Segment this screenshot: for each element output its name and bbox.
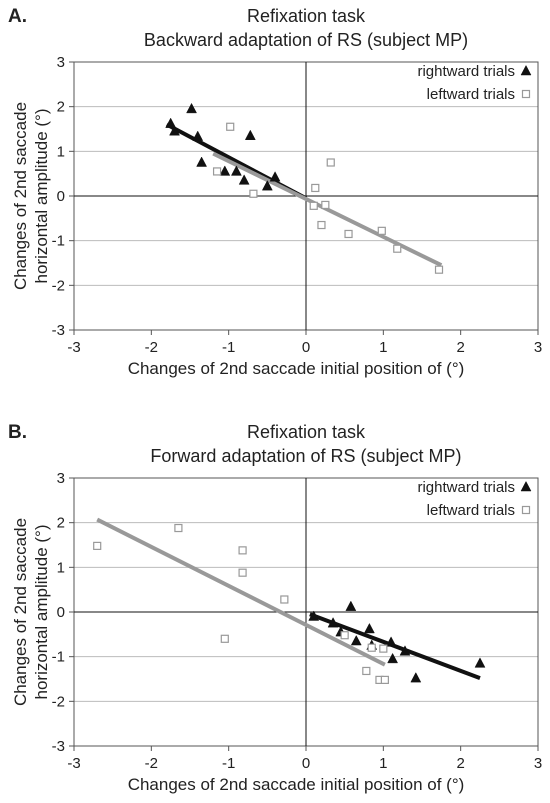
data-point-series-1 [326, 158, 335, 167]
y-tick-label: 0 [57, 188, 65, 205]
data-point-series-0 [165, 117, 177, 128]
y-axis-label-line2: horizontal amplitude (°) [32, 109, 51, 284]
y-axis-label-line1: Changes of 2nd saccade [11, 102, 30, 290]
y-tick-label: -2 [52, 693, 65, 710]
x-tick-label: 2 [456, 755, 464, 772]
y-tick-label: -3 [52, 322, 65, 339]
data-point-series-0 [169, 125, 180, 136]
data-point-series-0 [244, 129, 256, 140]
fit-line-series-1 [212, 151, 443, 268]
x-tick-label: 1 [379, 339, 387, 356]
data-point-series-0 [363, 622, 375, 634]
legend-label-series-0: rightward trials [417, 479, 515, 496]
data-point-series-0 [308, 610, 320, 621]
x-tick-label: 0 [302, 755, 310, 772]
data-point-series-0 [186, 102, 197, 114]
chart-title: Refixation task [247, 422, 366, 442]
data-point-series-0 [474, 657, 486, 668]
data-point-series-1 [380, 675, 389, 684]
legend-label-series-1: leftward trials [427, 502, 515, 519]
data-point-series-1 [238, 568, 247, 577]
legend-label-series-1: leftward trials [427, 86, 515, 103]
x-tick-label: -1 [222, 339, 235, 356]
x-tick-label: -3 [67, 755, 80, 772]
data-point-series-0 [192, 130, 204, 141]
data-point-series-0 [387, 652, 399, 664]
y-tick-label: -3 [52, 738, 65, 755]
data-point-series-0 [345, 600, 357, 611]
legend-marker-series-0 [520, 64, 532, 76]
data-point-series-1 [309, 201, 318, 210]
chart-subtitle: Forward adaptation of RS (subject MP) [150, 446, 461, 466]
y-tick-label: -1 [52, 233, 65, 250]
data-point-series-1 [226, 122, 235, 131]
x-axis-label: Changes of 2nd saccade initial position … [128, 775, 465, 794]
x-axis-label: Changes of 2nd saccade initial position … [128, 359, 465, 378]
y-tick-label: 1 [57, 559, 65, 576]
data-point-series-0 [196, 156, 208, 167]
x-tick-label: -3 [67, 339, 80, 356]
data-point-series-1 [367, 643, 376, 652]
y-tick-label: -2 [52, 277, 65, 294]
data-point-series-1 [379, 644, 388, 653]
data-point-series-1 [344, 229, 353, 239]
panel-a: A. Refixation task Backward adaptation of … [8, 6, 542, 378]
x-tick-label: -2 [145, 755, 158, 772]
data-point-series-1 [249, 189, 258, 198]
panel-label: B. [8, 422, 27, 443]
data-point-series-1 [280, 595, 289, 604]
data-point-series-0 [385, 636, 397, 647]
y-tick-label: 0 [57, 604, 65, 621]
data-point-series-1 [174, 523, 183, 533]
y-tick-label: -1 [52, 649, 65, 666]
x-tick-label: -1 [222, 755, 235, 772]
data-point-series-1 [317, 220, 326, 230]
y-tick-label: 2 [57, 515, 65, 532]
y-tick-label: 3 [57, 470, 65, 487]
data-point-series-1 [362, 666, 371, 676]
data-point-series-0 [399, 645, 411, 656]
data-point-series-1 [220, 634, 229, 643]
chart-title: Refixation task [247, 6, 366, 26]
x-tick-label: 0 [302, 339, 310, 356]
x-tick-label: -2 [145, 339, 158, 356]
data-point-series-0 [238, 174, 250, 185]
y-tick-label: 3 [57, 54, 65, 71]
fit-line-series-1 [96, 517, 386, 667]
y-tick-label: 1 [57, 143, 65, 160]
panel-label: A. [8, 6, 27, 27]
panel-b: B. Refixation task Forward adaptation of R… [8, 422, 542, 794]
data-point-series-0 [261, 180, 273, 191]
data-point-series-0 [410, 672, 422, 683]
chart-subtitle: Backward adaptation of RS (subject MP) [144, 30, 468, 50]
data-point-series-1 [93, 541, 102, 550]
data-point-series-1 [311, 183, 320, 193]
data-point-series-0 [269, 171, 281, 182]
data-point-series-1 [393, 244, 402, 253]
data-point-series-1 [321, 200, 330, 210]
y-axis-label-line1: Changes of 2nd saccade [11, 518, 30, 706]
legend-marker-series-1 [521, 505, 531, 515]
x-tick-label: 2 [456, 339, 464, 356]
x-tick-label: 3 [534, 755, 542, 772]
data-point-series-0 [219, 165, 231, 176]
legend-marker-series-1 [521, 89, 531, 99]
legend-marker-series-0 [520, 480, 532, 492]
data-point-series-0 [230, 165, 242, 176]
data-point-series-1 [434, 265, 444, 274]
x-tick-label: 3 [534, 339, 542, 356]
data-point-series-1 [377, 226, 386, 235]
data-point-series-1 [340, 631, 349, 640]
data-point-series-0 [327, 617, 339, 628]
data-point-series-1 [212, 167, 222, 176]
x-tick-label: 1 [379, 755, 387, 772]
y-axis-label-line2: horizontal amplitude (°) [32, 525, 51, 700]
data-point-series-0 [350, 634, 362, 646]
y-tick-label: 2 [57, 99, 65, 116]
legend-label-series-0: rightward trials [417, 63, 515, 80]
data-point-series-1 [238, 546, 247, 555]
